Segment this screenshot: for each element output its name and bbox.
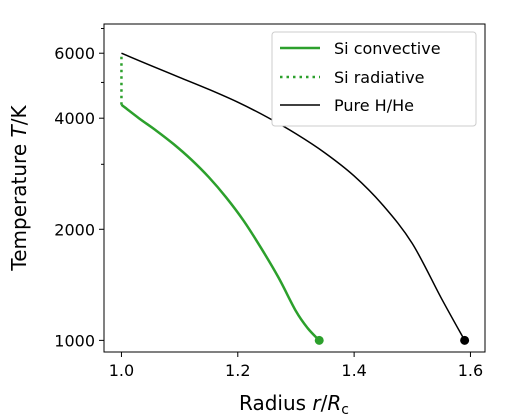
plot-lines xyxy=(120,52,470,345)
x-tick-label: 1.0 xyxy=(109,361,134,380)
x-axis-label: Radius r/Rc xyxy=(239,391,349,418)
legend-label-si-convective: Si convective xyxy=(334,39,441,58)
x-tick-label: 1.4 xyxy=(341,361,366,380)
plot-frame xyxy=(103,23,486,353)
series-end-point-0 xyxy=(314,335,324,345)
y-tick-label: 2000 xyxy=(54,220,95,239)
legend-label-pure-h-he: Pure H/He xyxy=(334,96,414,115)
series-line-2 xyxy=(121,52,466,341)
x-axis: 1.0 1.2 1.4 1.6 xyxy=(109,352,483,380)
legend: Si convective Si radiative Pure H/He xyxy=(271,31,477,127)
y-tick-label: 1000 xyxy=(54,331,95,350)
legend-box xyxy=(271,31,477,127)
series-line-0 xyxy=(120,103,321,342)
y-axis: 1000 2000 4000 6000 xyxy=(54,28,104,350)
y-tick-label: 6000 xyxy=(54,44,95,63)
y-axis-label: Temperature T/K xyxy=(7,105,31,272)
x-tick-label: 1.2 xyxy=(225,361,250,380)
x-tick-label: 1.6 xyxy=(458,361,483,380)
legend-label-si-radiative: Si radiative xyxy=(334,68,425,87)
series-end-point-2 xyxy=(460,335,470,345)
y-tick-label: 4000 xyxy=(54,109,95,128)
